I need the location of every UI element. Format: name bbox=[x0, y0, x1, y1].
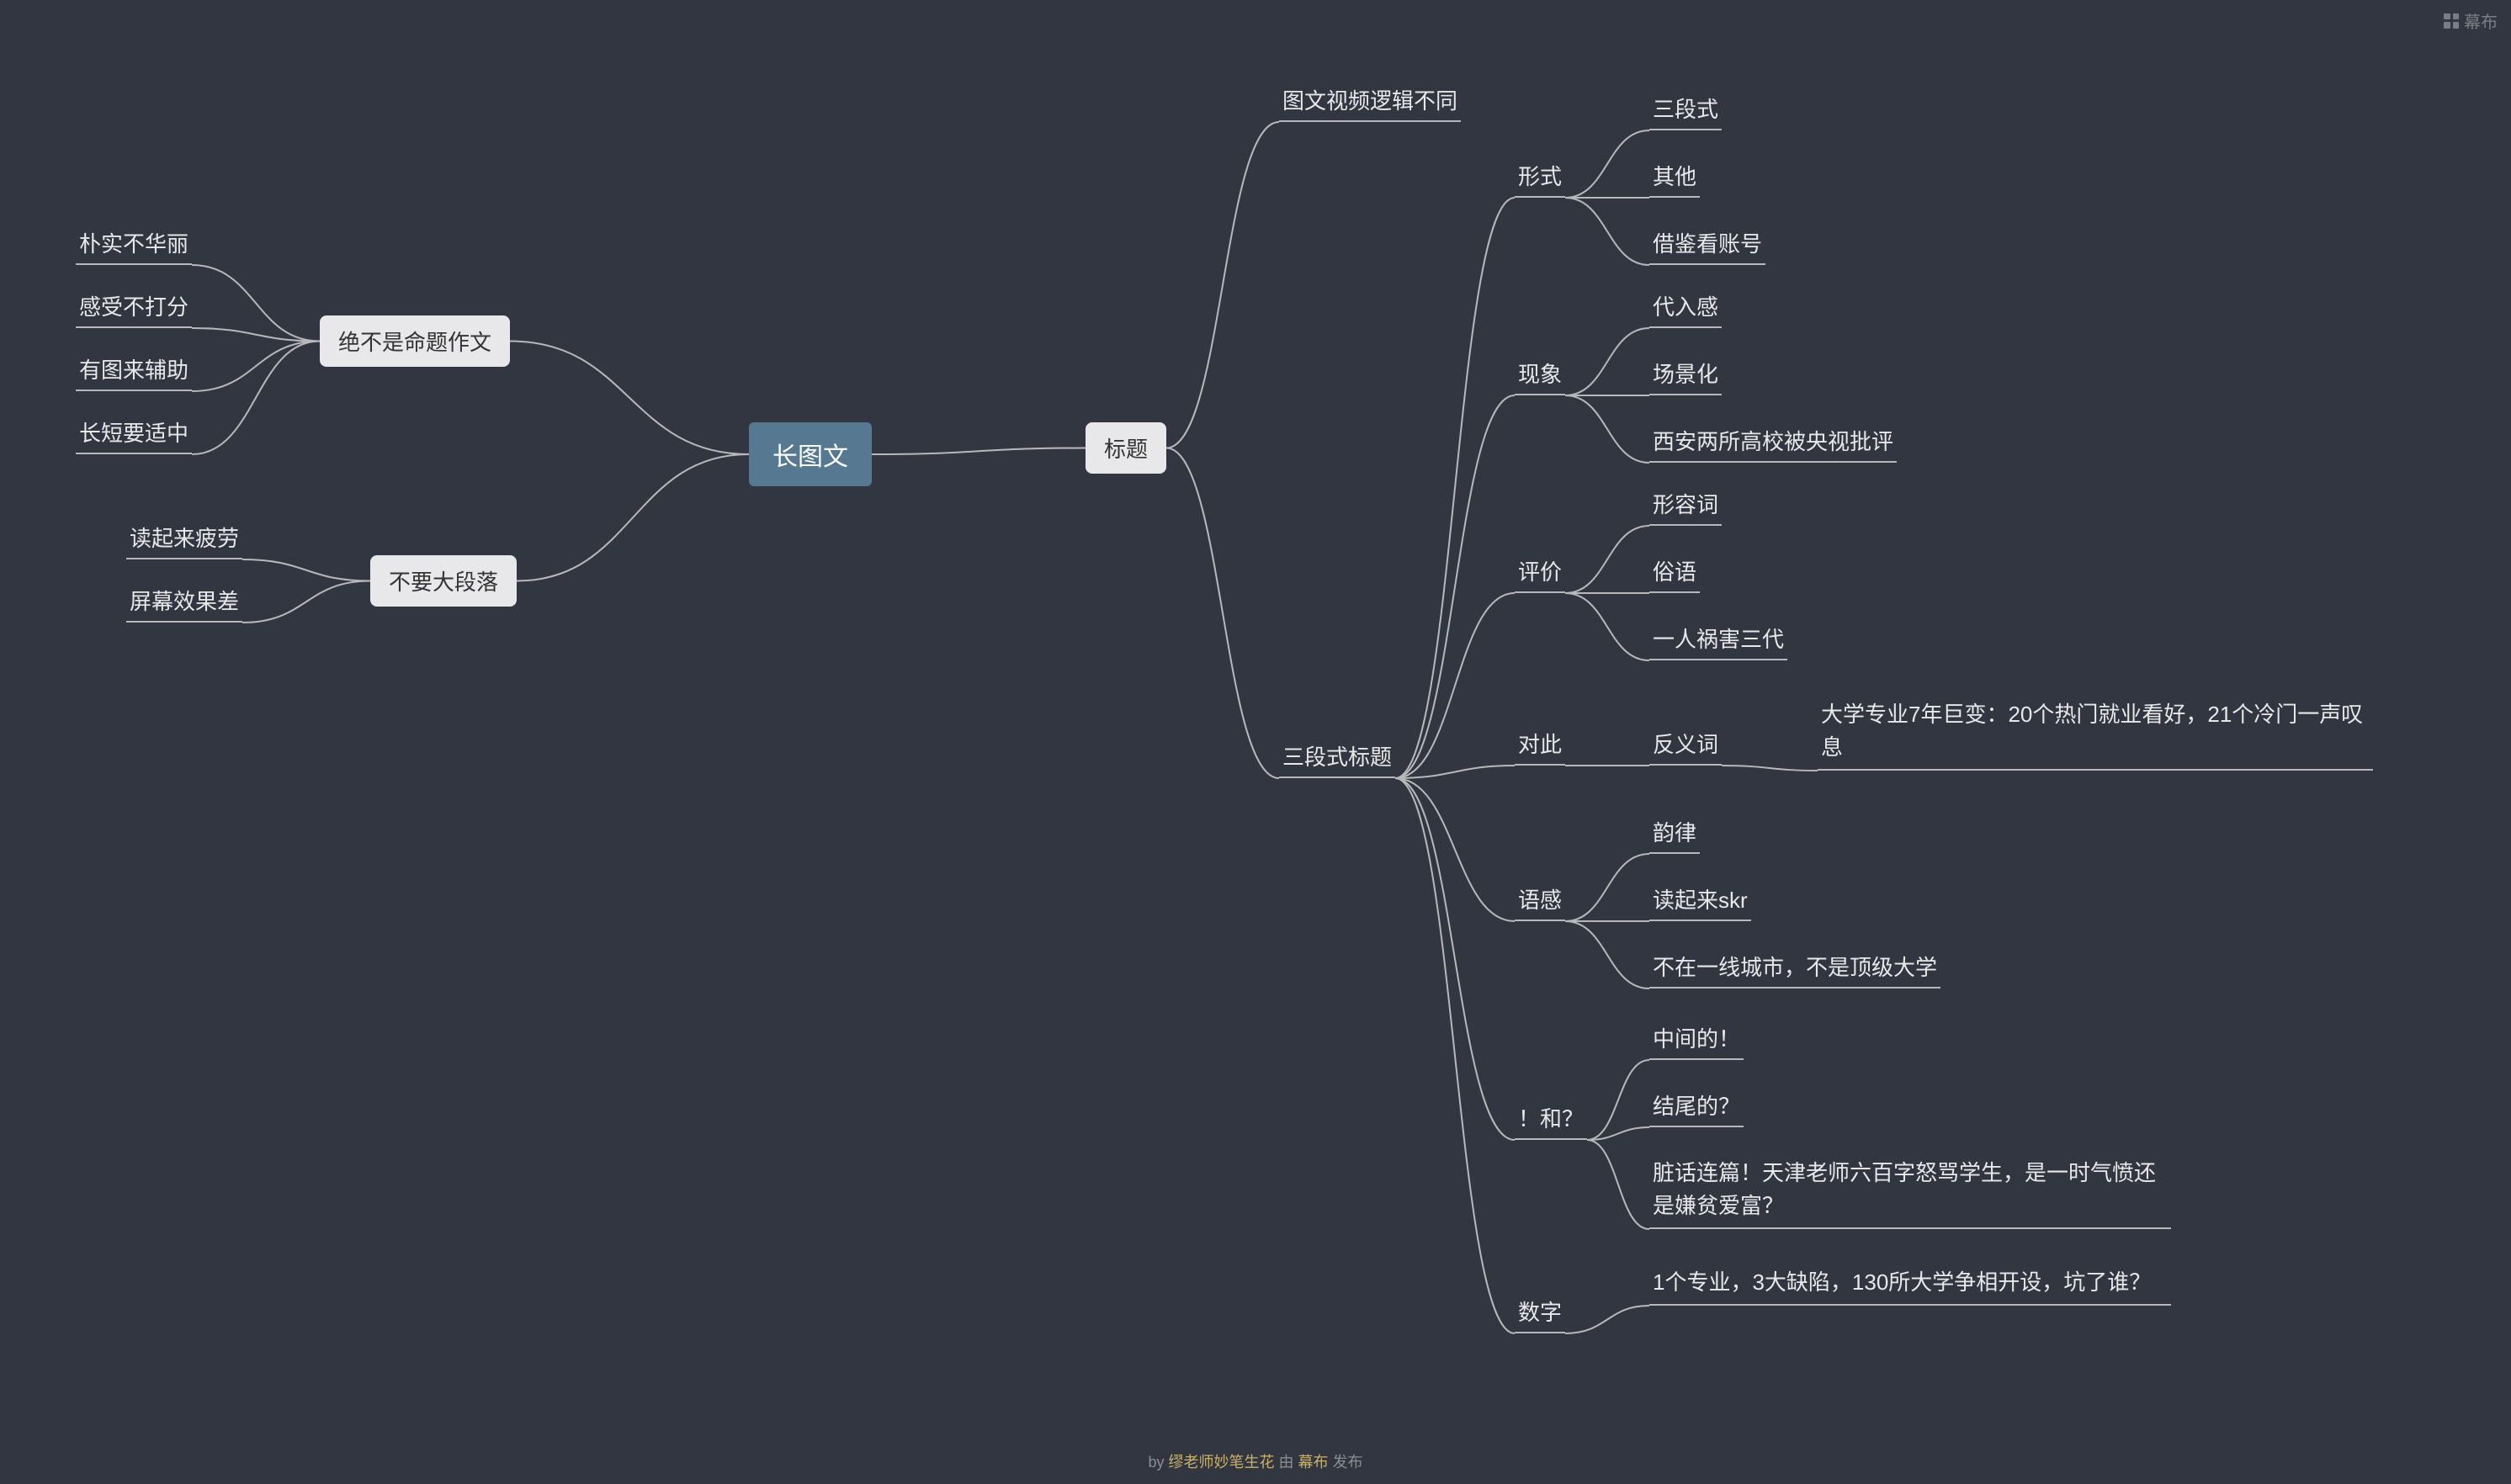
node-l1d[interactable]: 长短要适中 bbox=[76, 416, 192, 454]
node-l1a[interactable]: 朴实不华丽 bbox=[76, 227, 192, 265]
node-b5a[interactable]: 韵律 bbox=[1649, 816, 1700, 854]
node-b1[interactable]: 形式 bbox=[1515, 160, 1565, 198]
node-r1b[interactable]: 三段式标题 bbox=[1279, 740, 1395, 778]
node-b6[interactable]: ！和？ bbox=[1515, 1102, 1587, 1140]
node-b6a[interactable]: 中间的！ bbox=[1649, 1022, 1744, 1060]
watermark-text: 幕布 bbox=[2464, 8, 2498, 33]
node-b3a[interactable]: 形容词 bbox=[1649, 488, 1722, 526]
node-b2a[interactable]: 代入感 bbox=[1649, 290, 1722, 328]
node-b5c[interactable]: 不在一线城市，不是顶级大学 bbox=[1649, 951, 1940, 988]
node-b3[interactable]: 评价 bbox=[1515, 555, 1565, 593]
node-l1b[interactable]: 感受不打分 bbox=[76, 290, 192, 328]
node-b2c[interactable]: 西安两所高校被央视批评 bbox=[1649, 425, 1897, 463]
footer-credit: by 缪老师妙笔生花 由 幕布 发布 bbox=[1148, 1450, 1362, 1472]
node-l1c[interactable]: 有图来辅助 bbox=[76, 353, 192, 391]
author-link[interactable]: 缪老师妙笔生花 bbox=[1168, 1454, 1274, 1471]
app-watermark: 幕布 bbox=[2444, 8, 2498, 33]
node-r1a[interactable]: 图文视频逻辑不同 bbox=[1279, 84, 1461, 122]
node-b3b[interactable]: 俗语 bbox=[1649, 555, 1700, 593]
node-b6b[interactable]: 结尾的？ bbox=[1649, 1089, 1744, 1127]
node-b4a[interactable]: 反义词 bbox=[1649, 728, 1722, 766]
node-l2b[interactable]: 屏幕效果差 bbox=[126, 585, 242, 623]
mubu-icon bbox=[2444, 13, 2459, 29]
node-b3c[interactable]: 一人祸害三代 bbox=[1649, 623, 1787, 660]
node-b1c[interactable]: 借鉴看账号 bbox=[1649, 227, 1765, 265]
node-b7[interactable]: 数字 bbox=[1515, 1296, 1565, 1333]
node-l2[interactable]: 不要大段落 bbox=[370, 555, 517, 607]
node-b6c[interactable]: 脏话连篇！天津老师六百字怒骂学生，是一时气愤还是嫌贫爱富？ bbox=[1649, 1157, 2171, 1229]
node-b4a1[interactable]: 大学专业7年巨变：20个热门就业看好，21个冷门一声叹息 bbox=[1818, 698, 2373, 771]
node-r1[interactable]: 标题 bbox=[1086, 422, 1166, 474]
node-b2[interactable]: 现象 bbox=[1515, 358, 1565, 395]
mindmap-canvas[interactable]: 幕布 by 缪老师妙笔生花 由 幕布 发布 长图文 绝不是命题作文 朴实不华丽感受不… bbox=[0, 0, 2511, 1484]
root-node-root[interactable]: 长图文 bbox=[749, 422, 872, 486]
node-b1b[interactable]: 其他 bbox=[1649, 160, 1700, 198]
node-b5b[interactable]: 读起来skr bbox=[1649, 883, 1751, 921]
node-l2a[interactable]: 读起来疲劳 bbox=[126, 522, 242, 559]
node-b2b[interactable]: 场景化 bbox=[1649, 358, 1722, 395]
node-b4[interactable]: 对此 bbox=[1515, 728, 1565, 766]
node-b7a[interactable]: 1个专业，3大缺陷，130所大学争相开设，坑了谁？ bbox=[1649, 1266, 2171, 1306]
node-b1a[interactable]: 三段式 bbox=[1649, 93, 1722, 130]
node-b5[interactable]: 语感 bbox=[1515, 883, 1565, 921]
node-l1[interactable]: 绝不是命题作文 bbox=[320, 315, 510, 367]
tool-link[interactable]: 幕布 bbox=[1298, 1454, 1329, 1471]
